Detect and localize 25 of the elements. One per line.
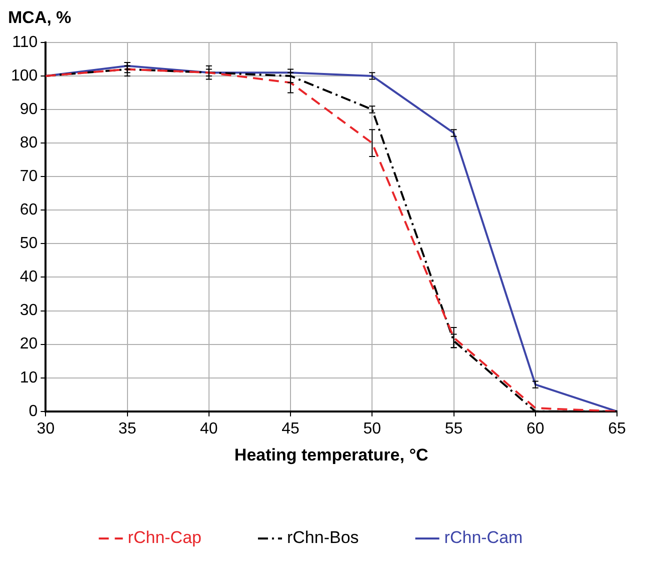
x-tick-label: 65 (608, 420, 626, 438)
y-tick-label: 20 (20, 336, 38, 353)
y-tick-label: 70 (20, 168, 38, 185)
x-axis-title: Heating temperature, °C (234, 445, 428, 464)
x-tick-label: 45 (282, 420, 300, 438)
y-tick-label: 60 (20, 202, 38, 219)
x-tick-label: 60 (526, 420, 544, 438)
y-tick-label: 50 (20, 235, 38, 252)
y-tick-label: 30 (20, 302, 38, 320)
legend-label: rChn-Bos (286, 528, 359, 548)
legend-label: rChn-Cam (444, 528, 523, 548)
x-tick-label: 50 (363, 420, 382, 438)
y-tick-label: 90 (20, 100, 38, 118)
x-tick-label: 30 (36, 420, 55, 438)
x-tick-label: 35 (118, 420, 136, 438)
y-tick-label: 40 (20, 268, 38, 286)
x-tick-label: 40 (200, 420, 218, 438)
y-tick-label: 100 (10, 67, 38, 84)
x-tick-label: 55 (444, 420, 463, 438)
y-axis-title: MCA, % (8, 8, 72, 27)
y-tick-label: 0 (28, 402, 38, 420)
y-tick-label: 110 (12, 34, 38, 51)
y-tick-label: 80 (20, 134, 38, 152)
legend-label: rChn-Cap (128, 528, 202, 548)
y-tick-label: 10 (20, 369, 38, 386)
